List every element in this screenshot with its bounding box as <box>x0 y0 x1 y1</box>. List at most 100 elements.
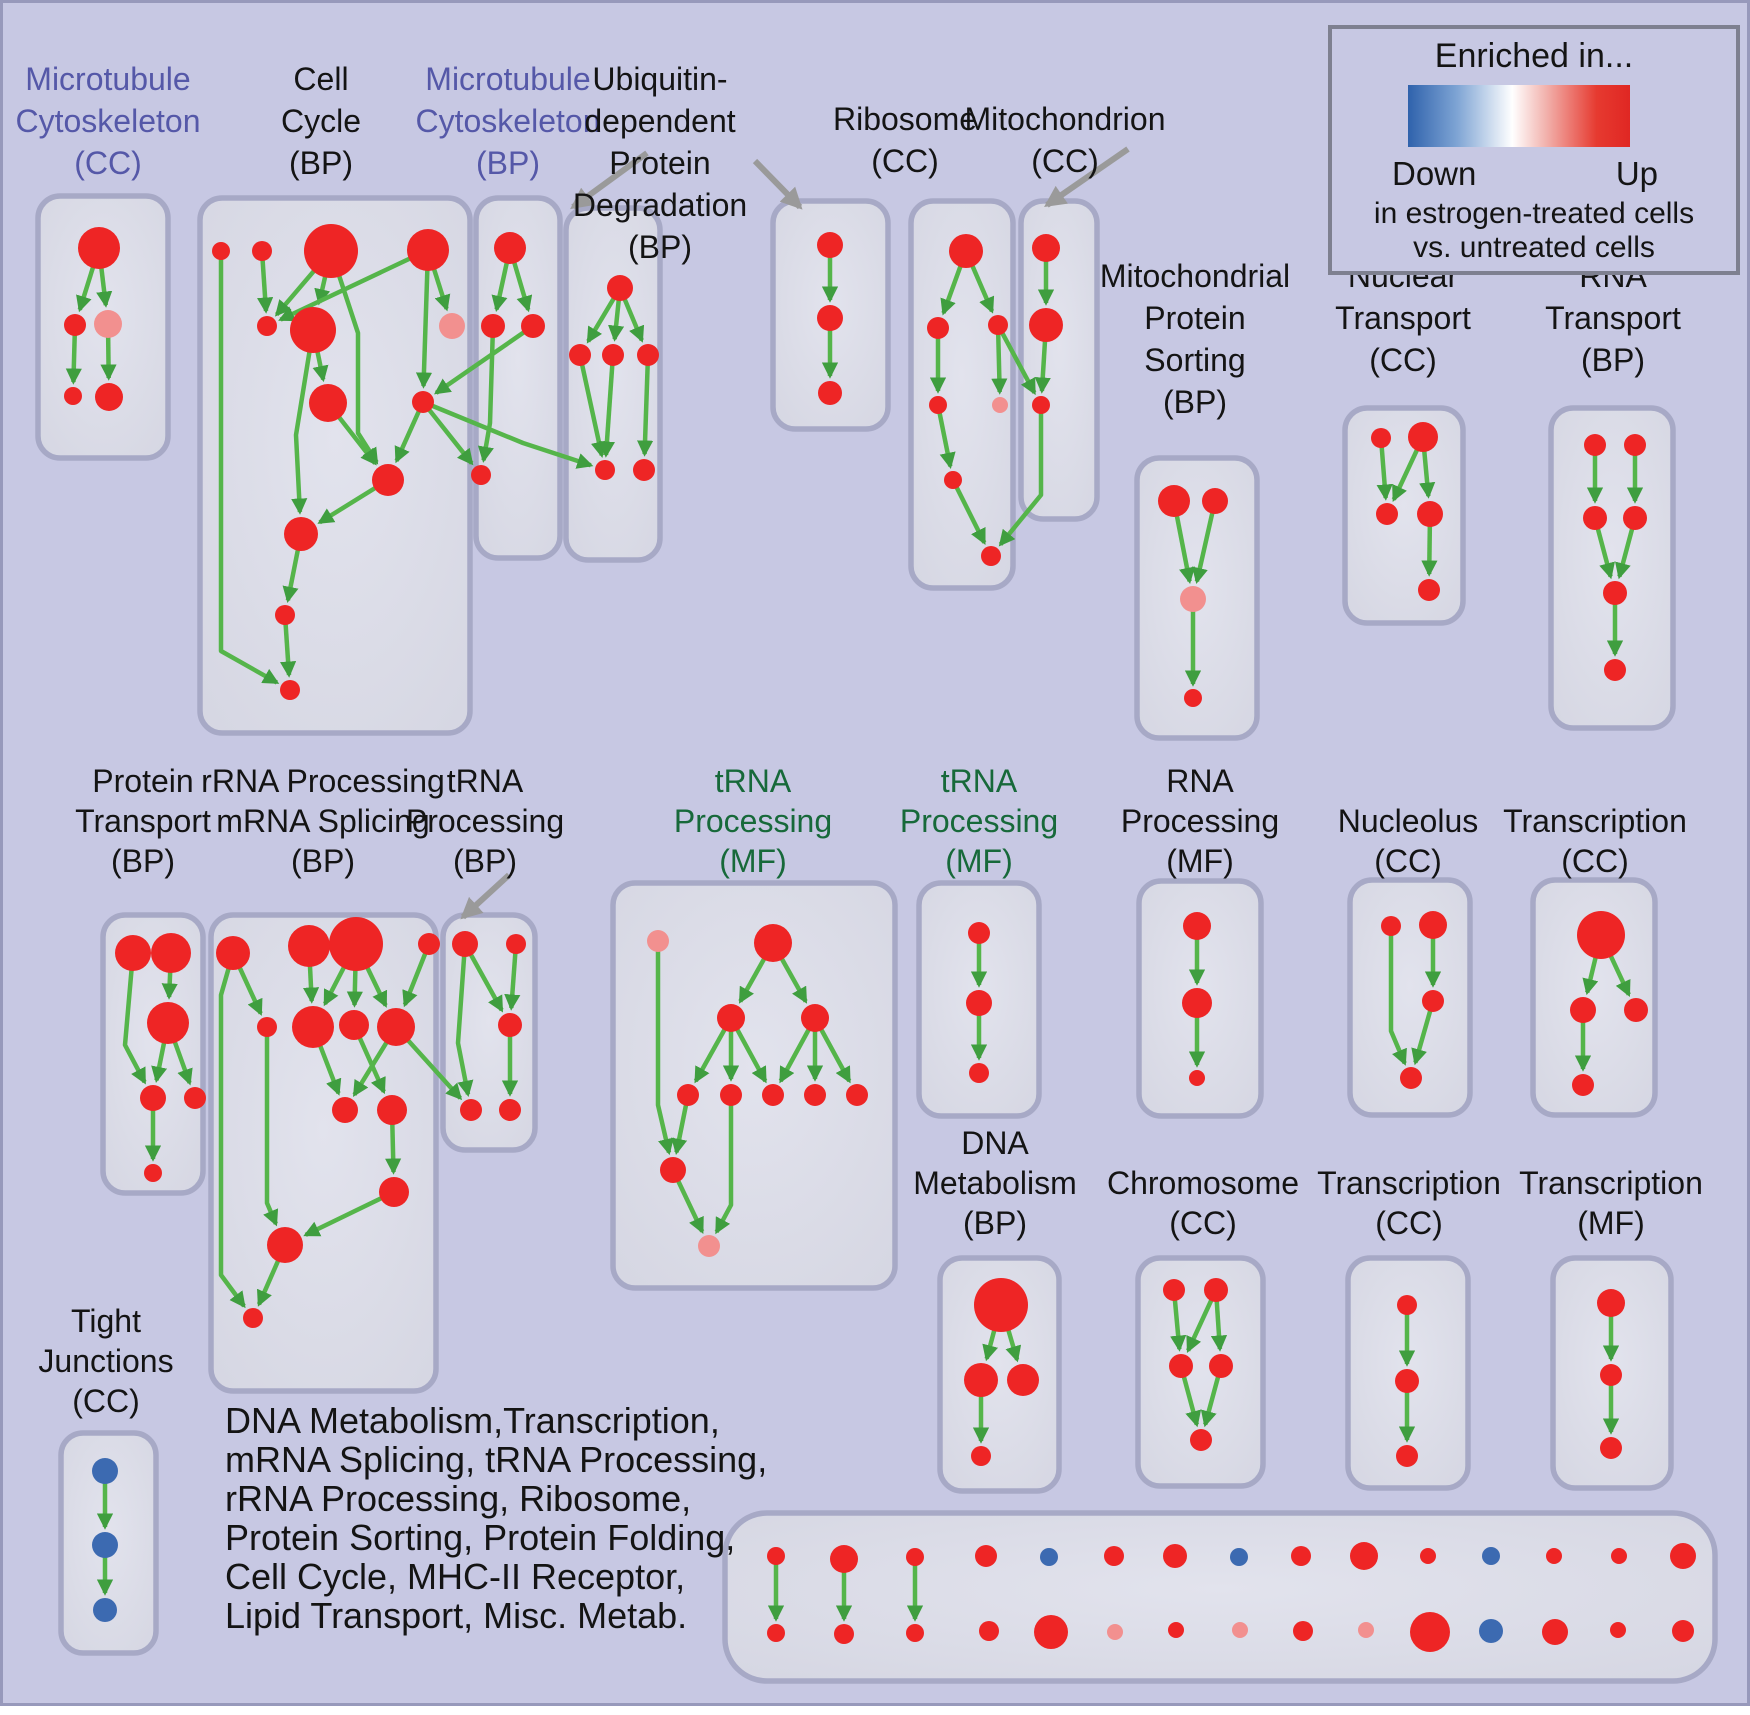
edge-rr-13 <box>263 1027 279 1227</box>
network-canvas <box>35 146 1718 1684</box>
legend-down-label: Down <box>1392 155 1477 192</box>
go-term-node-mt_cc-4 <box>95 383 123 411</box>
go-term-node-cc-3 <box>407 229 449 271</box>
edge-ub1-3 <box>577 354 607 458</box>
cluster-label-line: Processing <box>405 803 565 839</box>
go-term-node-misc-11 <box>1482 1547 1500 1565</box>
go-term-node-misc-13 <box>1611 1548 1627 1564</box>
go-term-node-misc-16 <box>834 1624 854 1644</box>
cluster-label-mt_cc: Microtubule Cytoskeleton (CC) <box>16 58 201 184</box>
go-term-node-misc-19 <box>1034 1615 1068 1649</box>
cluster-label-line: (MF) <box>719 843 787 879</box>
go-term-node-mtbp-3 <box>471 465 491 485</box>
cluster-label-line: Metabolism <box>913 1165 1077 1201</box>
edge-tbp-0 <box>455 943 474 1097</box>
legend-up-label: Up <box>1615 155 1658 192</box>
legend-subtitle-2: vs. untreated cells <box>1413 231 1655 264</box>
cluster-label-tbp: tRNA Processing (BP) <box>406 761 564 881</box>
cluster-label-line: dependent <box>584 103 736 139</box>
cluster-label-line: Sorting <box>1144 342 1246 378</box>
go-term-node-misc-20 <box>1107 1624 1123 1640</box>
go-term-node-mps-2 <box>1180 586 1206 612</box>
go-term-node-cc-5 <box>290 307 336 353</box>
cluster-label-line: (CC) <box>1169 1205 1237 1241</box>
go-term-node-tcc1-0 <box>1577 911 1625 959</box>
cluster-label-line: (BP) <box>1581 342 1645 378</box>
cluster-label-line: Ribosome <box>832 101 978 137</box>
cluster-label-line: Cell <box>293 61 349 97</box>
trna-bp-arrow-icon <box>460 872 512 920</box>
cluster-label-line: (CC) <box>1375 1205 1443 1241</box>
go-term-node-rr-0 <box>216 936 250 970</box>
go-term-node-tmf1-7 <box>804 1084 826 1106</box>
go-term-node-pt-1 <box>151 933 191 973</box>
go-term-node-mtbp-0 <box>494 232 526 264</box>
cluster-label-line: (MF) <box>945 843 1013 879</box>
go-term-node-nucl-1 <box>1419 911 1447 939</box>
go-term-node-rr-11 <box>267 1227 303 1263</box>
cluster-label-line: (CC) <box>74 145 142 181</box>
cluster-label-chrom: Chromosome (CC) <box>1107 1163 1299 1243</box>
go-term-node-misc-18 <box>979 1621 999 1641</box>
go-term-node-rnat-4 <box>1603 581 1627 605</box>
cross-edge-3 <box>996 323 1037 396</box>
edge-pt-3 <box>122 952 147 1085</box>
go-term-node-nucl-3 <box>1400 1067 1422 1089</box>
cluster-box-misc <box>722 1510 1718 1684</box>
cluster-label-line: (BP) <box>111 843 175 879</box>
edge-rr-12 <box>218 952 246 1309</box>
go-term-node-rib-2 <box>988 315 1008 335</box>
cluster-label-pt: Protein Transport (BP) <box>75 761 211 881</box>
cluster-label-line: tRNA <box>714 763 792 799</box>
cluster-label-line: Nucleolus <box>1337 803 1479 839</box>
cluster-label-line: Ubiquitin- <box>592 61 728 97</box>
category-list-line: rRNA Processing, Ribosome, <box>225 1478 692 1519</box>
legend-gradient-bar <box>1408 85 1630 147</box>
cluster-label-line: (CC) <box>1369 342 1437 378</box>
edge-nt-0 <box>1376 437 1393 501</box>
cluster-label-line: Cycle <box>280 103 362 139</box>
go-term-node-tmf1-4 <box>677 1084 699 1106</box>
go-term-node-misc-17 <box>906 1624 924 1642</box>
go-term-node-misc-15 <box>767 1624 785 1642</box>
cluster-label-line: Junctions <box>38 1343 174 1379</box>
go-term-node-mito-1 <box>1029 308 1063 342</box>
go-term-node-tmf1-3 <box>801 1004 829 1032</box>
go-term-node-misc-21 <box>1168 1622 1184 1638</box>
go-term-node-tbp-2 <box>498 1013 522 1037</box>
go-term-node-rnat-1 <box>1624 434 1646 456</box>
go-term-node-cc-8 <box>412 391 434 413</box>
go-term-node-tmf3-2 <box>1600 1437 1622 1459</box>
go-term-node-dnam-3 <box>971 1446 991 1466</box>
go-term-node-ub2-1 <box>817 305 843 331</box>
go-term-node-pt-5 <box>144 1164 162 1182</box>
cluster-label-line: (BP) <box>452 843 517 879</box>
go-term-node-tmf1-9 <box>660 1157 686 1183</box>
go-term-node-rr-8 <box>332 1097 358 1123</box>
go-term-node-chrom-0 <box>1163 1279 1185 1301</box>
go-term-node-ub1-0 <box>607 275 633 301</box>
cluster-label-tj: Tight Junctions (CC) <box>38 1301 173 1421</box>
edge-rib-4 <box>935 404 956 469</box>
go-term-node-cc-2 <box>304 224 358 278</box>
go-term-node-rr-12 <box>243 1308 263 1328</box>
cluster-label-line: Transcription <box>1317 1165 1501 1201</box>
cluster-label-line: tRNA <box>940 763 1018 799</box>
go-term-node-tmf2-2 <box>969 1063 989 1083</box>
cluster-box-dnam <box>937 1255 1062 1494</box>
cluster-label-line: Microtubule <box>425 61 591 97</box>
go-term-node-rib-3 <box>929 396 947 414</box>
go-term-node-chrom-1 <box>1204 1278 1228 1302</box>
go-term-node-ub2-2 <box>818 381 842 405</box>
edge-cc-3 <box>278 247 429 322</box>
go-term-node-cc-12 <box>280 680 300 700</box>
go-term-node-mt_cc-0 <box>78 227 120 269</box>
go-term-node-misc-4 <box>1040 1548 1058 1566</box>
category-list-line: Protein Sorting, Protein Folding, <box>225 1517 736 1558</box>
go-term-node-rr-2 <box>329 917 383 971</box>
go-term-node-misc-8 <box>1291 1546 1311 1566</box>
go-term-node-misc-27 <box>1542 1619 1568 1645</box>
cross-edge-2 <box>422 399 594 469</box>
go-term-node-misc-23 <box>1293 1621 1313 1641</box>
cluster-label-line: Transport <box>1545 300 1681 336</box>
